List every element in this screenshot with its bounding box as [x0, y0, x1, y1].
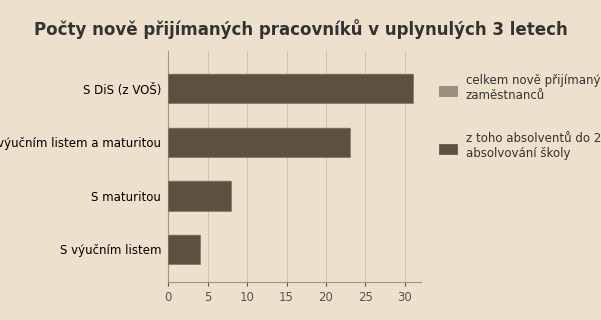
Text: celkem nově přijímaných
zaměstnanců: celkem nově přijímaných zaměstnanců	[466, 74, 601, 102]
Bar	[168, 74, 413, 84]
Bar	[168, 181, 231, 191]
Bar	[168, 128, 350, 138]
Bar	[168, 235, 200, 264]
Text: Počty nově přijímaných pracovníků v uplynulých 3 letech: Počty nově přijímaných pracovníků v uply…	[34, 19, 567, 39]
Bar	[168, 74, 413, 103]
Bar	[168, 235, 200, 244]
Bar	[168, 128, 350, 157]
Text: z toho absolventů do 2 let po
absolvování školy: z toho absolventů do 2 let po absolvován…	[466, 131, 601, 160]
Bar	[168, 181, 231, 211]
